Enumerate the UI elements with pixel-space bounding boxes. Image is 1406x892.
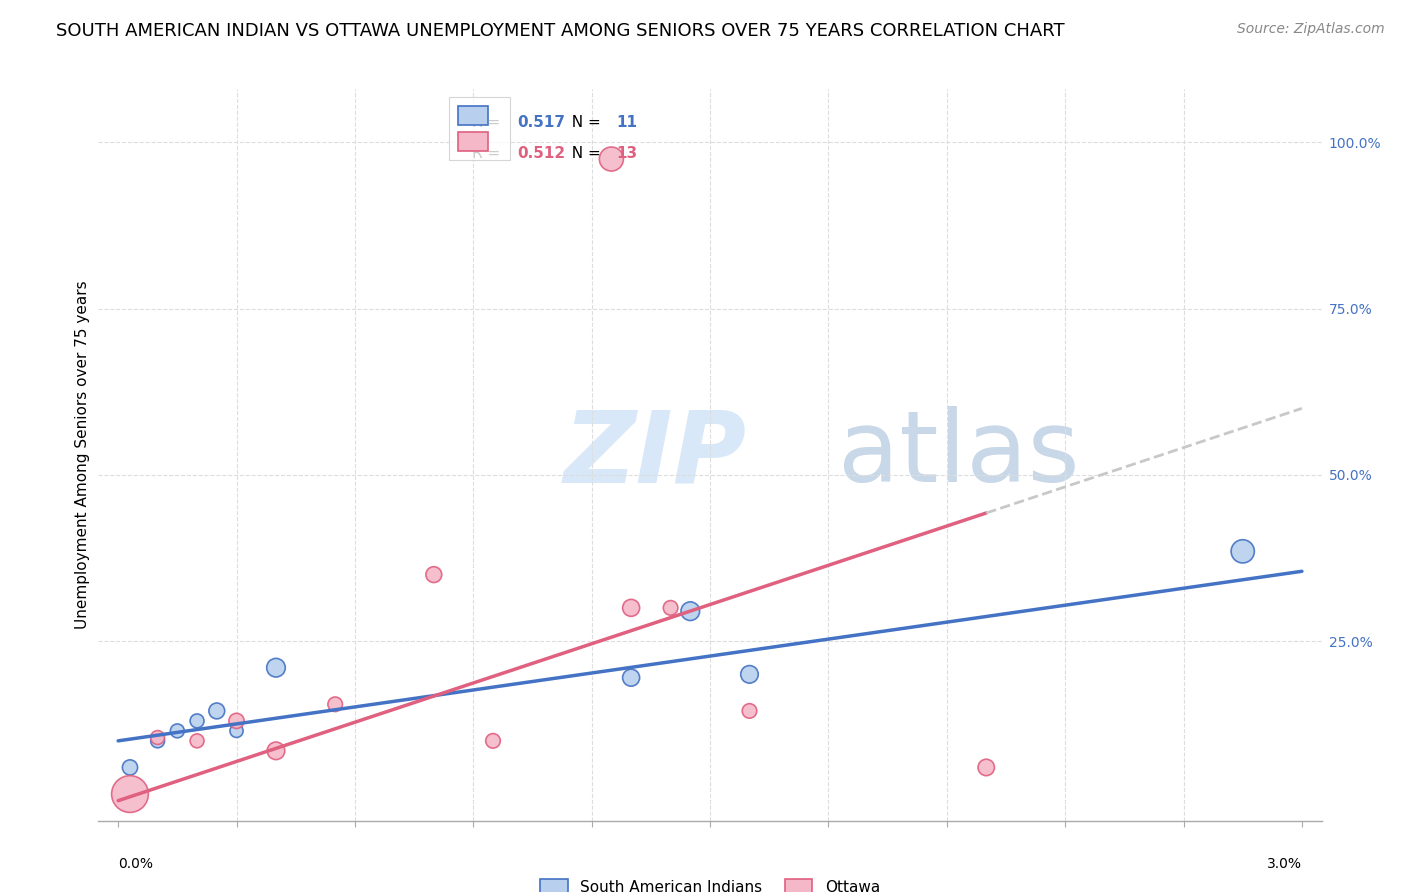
Point: [264, 744, 287, 758]
Point: [225, 723, 247, 738]
Text: R =: R =: [471, 146, 505, 161]
Point: [423, 567, 446, 582]
Legend: South American Indians, Ottawa: South American Indians, Ottawa: [534, 872, 886, 892]
Point: [323, 698, 346, 712]
Text: 0.512: 0.512: [517, 146, 565, 161]
Point: [620, 671, 643, 685]
Text: R =: R =: [471, 114, 505, 129]
Point: [738, 704, 761, 718]
Text: 3.0%: 3.0%: [1267, 857, 1302, 871]
Point: [482, 734, 505, 748]
Text: N =: N =: [562, 146, 606, 161]
Text: Source: ZipAtlas.com: Source: ZipAtlas.com: [1237, 22, 1385, 37]
Point: [146, 731, 169, 745]
Point: [186, 734, 208, 748]
Point: [225, 714, 247, 728]
Y-axis label: Unemployment Among Seniors over 75 years: Unemployment Among Seniors over 75 years: [75, 281, 90, 629]
Point: [620, 600, 643, 615]
Point: [205, 704, 228, 718]
Point: [186, 714, 208, 728]
Text: SOUTH AMERICAN INDIAN VS OTTAWA UNEMPLOYMENT AMONG SENIORS OVER 75 YEARS CORRELA: SOUTH AMERICAN INDIAN VS OTTAWA UNEMPLOY…: [56, 22, 1064, 40]
Point: [118, 760, 141, 774]
Point: [600, 152, 623, 166]
Point: [679, 604, 702, 618]
Text: 0.517: 0.517: [517, 114, 565, 129]
Text: 11: 11: [616, 114, 637, 129]
Text: ZIP: ZIP: [564, 407, 747, 503]
Point: [166, 723, 188, 738]
Text: 0.0%: 0.0%: [118, 857, 153, 871]
Point: [264, 661, 287, 675]
Point: [659, 600, 682, 615]
Text: N =: N =: [562, 114, 606, 129]
Point: [118, 787, 141, 801]
Point: [738, 667, 761, 681]
Text: 13: 13: [616, 146, 637, 161]
Point: [1232, 544, 1254, 558]
Point: [974, 760, 997, 774]
Point: [146, 734, 169, 748]
Text: atlas: atlas: [838, 407, 1080, 503]
